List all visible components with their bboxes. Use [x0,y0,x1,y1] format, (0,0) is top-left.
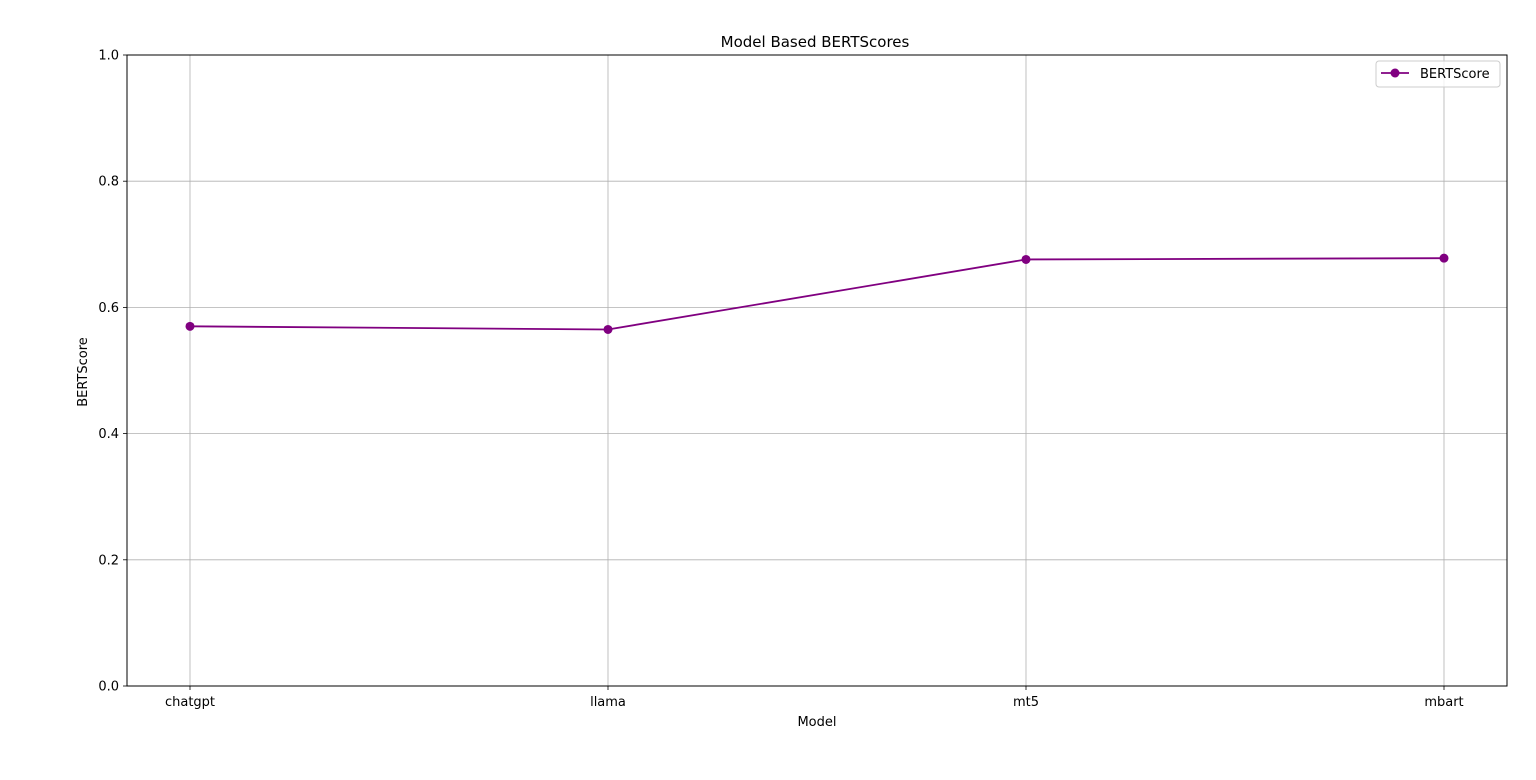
legend-marker-swatch [1390,68,1400,78]
x-tick-label: chatgpt [165,695,215,710]
legend: BERTScore [1375,60,1501,88]
chart-title: Model Based BERTScores [721,33,910,51]
data-point [185,321,195,331]
y-axis-label: BERTScore [76,337,91,407]
plot-frame [126,54,1508,687]
grid [127,54,1507,687]
legend-label: BERTScore [1420,67,1490,82]
series [185,253,1449,334]
axes [126,54,1508,687]
data-point [603,324,613,334]
ticks: 0.0 0.2 0.4 0.6 0.8 1.0 chatgpt llama mt5 mbart [98,49,1463,711]
data-point [1439,253,1449,263]
y-tick-label: 0.4 [98,427,119,442]
data-point [1021,254,1031,264]
x-tick-label: mbart [1424,695,1463,710]
x-axis-label: Model [797,715,836,730]
y-tick-label: 1.0 [98,49,119,64]
y-tick-label: 0.0 [98,680,119,695]
legend-box [1375,60,1501,88]
x-tick-label: mt5 [1013,695,1039,710]
y-tick-label: 0.8 [98,175,119,190]
y-tick-label: 0.6 [98,301,119,316]
y-tick-label: 0.2 [98,553,119,568]
series-line [189,257,1445,331]
x-tick-label: llama [590,695,626,710]
